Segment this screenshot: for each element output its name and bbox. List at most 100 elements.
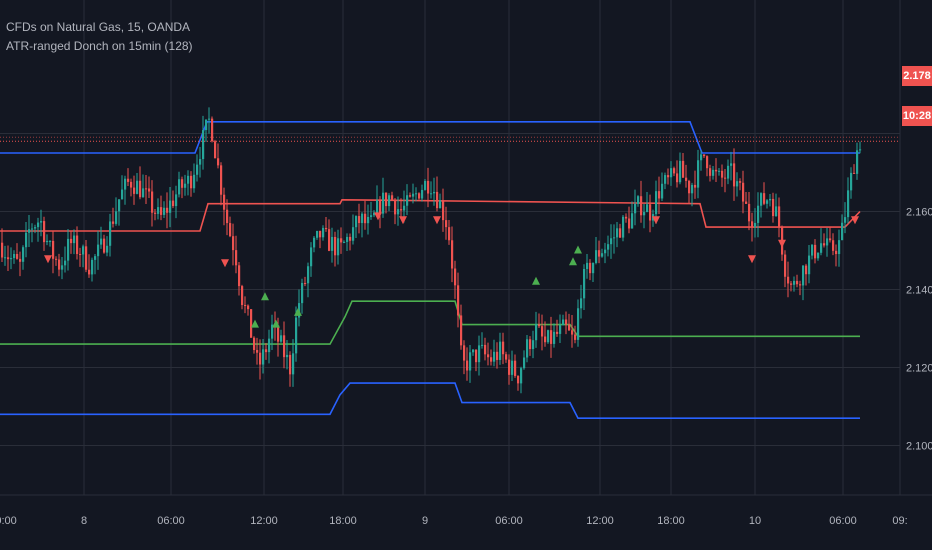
candle-body: [754, 222, 757, 228]
candle-body: [403, 205, 406, 211]
band-line: [0, 121, 860, 154]
candle-body: [142, 188, 145, 198]
candle-body: [115, 211, 118, 224]
candle-body: [148, 188, 151, 192]
buy-signal-marker: [532, 276, 540, 285]
candle-body: [544, 336, 547, 343]
candle-body: [364, 213, 367, 224]
candle-body: [379, 200, 382, 214]
candle-body: [40, 221, 43, 223]
candle-body: [109, 221, 112, 246]
candle-body: [232, 236, 235, 251]
candle-body: [691, 184, 694, 194]
candle-body: [250, 309, 253, 338]
buy-signal-marker: [261, 292, 269, 301]
symbol-title[interactable]: CFDs on Natural Gas, 15, OANDA: [6, 20, 191, 34]
candle-body: [580, 298, 583, 309]
sell-signal-marker: [433, 216, 441, 225]
candle-body: [265, 349, 268, 353]
candle-body: [607, 244, 610, 250]
candle-body: [622, 216, 625, 238]
candle-body: [643, 212, 646, 216]
candle-body: [592, 263, 595, 274]
candle-body: [541, 326, 544, 337]
time-tick-label: 9: [422, 515, 428, 527]
candle-body: [19, 258, 22, 262]
candle-body: [322, 227, 325, 238]
candle-body: [319, 230, 322, 238]
candle-body: [226, 209, 229, 224]
buy-signal-marker: [272, 319, 280, 328]
band-line: [0, 198, 861, 232]
candle-body: [169, 200, 172, 213]
candle-body: [448, 227, 451, 241]
candle-body: [385, 192, 388, 207]
candle-body: [619, 228, 622, 238]
candle-body: [574, 334, 577, 340]
candle-body: [136, 180, 139, 194]
candle-body: [43, 221, 46, 243]
candle-body: [454, 268, 457, 286]
candle-body: [721, 170, 724, 178]
candle-body: [139, 180, 142, 198]
candle-body: [244, 305, 247, 307]
time-tick-label: 06:00: [829, 515, 857, 527]
candle-body: [154, 212, 157, 214]
price-tick-label: 2.140: [906, 285, 932, 297]
candle-body: [553, 331, 556, 344]
candle-body: [352, 227, 355, 241]
candle-body: [145, 188, 148, 190]
candle-body: [133, 187, 136, 194]
candle-body: [61, 265, 64, 270]
time-tick-label: 18:00: [329, 515, 357, 527]
candle-body: [772, 198, 775, 217]
candle-body: [841, 222, 844, 241]
candle-body: [157, 207, 160, 214]
candle-body: [262, 349, 265, 365]
candle-body: [259, 352, 262, 365]
candle-body: [361, 213, 364, 224]
indicator-title[interactable]: ATR-ranged Donch on 15min (128): [6, 39, 193, 53]
candle-body: [289, 354, 292, 375]
candle-body: [76, 235, 79, 254]
candle-body: [844, 217, 847, 223]
candle-body: [562, 319, 565, 326]
candle-body: [88, 269, 91, 275]
candle-body: [556, 331, 559, 334]
candle-body: [1, 242, 4, 258]
candle-body: [4, 257, 7, 259]
candle-body: [535, 324, 538, 341]
candle-body: [427, 180, 430, 194]
candle-body: [694, 184, 697, 188]
candle-body: [658, 191, 661, 199]
candle-body: [859, 149, 862, 151]
candle-body: [172, 200, 175, 207]
candle-body: [808, 255, 811, 275]
candle-body: [112, 221, 115, 224]
candle-body: [787, 276, 790, 284]
candle-body: [394, 199, 397, 215]
candle-body: [730, 163, 733, 166]
candle-body: [91, 259, 94, 275]
candle-body: [433, 191, 436, 194]
buy-signal-marker: [569, 257, 577, 266]
candle-body: [199, 159, 202, 165]
sell-signal-marker: [652, 216, 660, 225]
candle-body: [211, 118, 214, 142]
candle-body: [451, 240, 454, 269]
candle-body: [196, 164, 199, 175]
candle-body: [214, 141, 217, 159]
candle-body: [70, 238, 73, 244]
candle-body: [223, 194, 226, 210]
candle-body: [202, 130, 205, 160]
candle-body: [484, 344, 487, 355]
candle-body: [334, 236, 337, 256]
time-tick-label: 10: [749, 515, 761, 527]
candle-body: [499, 341, 502, 360]
candle-body: [400, 209, 403, 211]
candle-body: [10, 258, 13, 260]
time-axis-area[interactable]: [0, 495, 932, 550]
candle-body: [160, 207, 163, 215]
candle-body: [850, 172, 853, 191]
